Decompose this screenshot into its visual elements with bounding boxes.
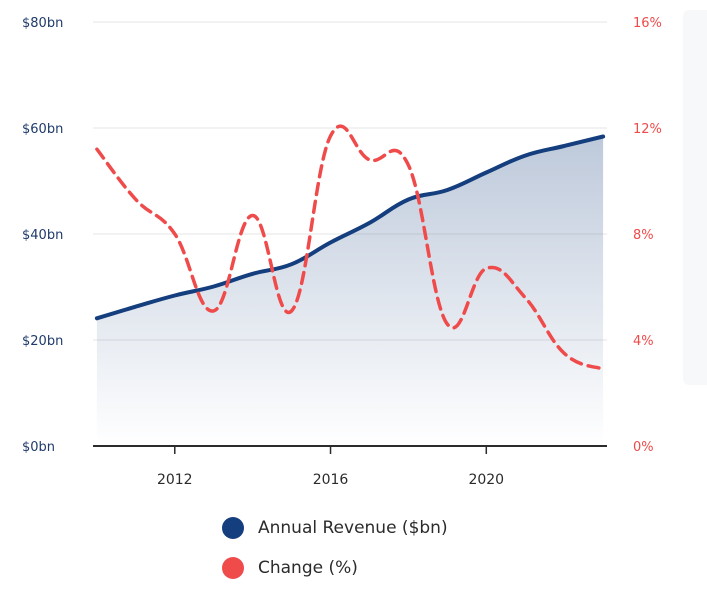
revenue-area-fill: [96, 136, 604, 446]
x-tick-label: 2020: [468, 472, 504, 488]
revenue-point: [445, 188, 449, 192]
y-left-tick-label: $40bn: [22, 228, 63, 243]
revenue-point: [484, 171, 488, 175]
legend-item-revenue[interactable]: Annual Revenue ($bn): [222, 508, 448, 548]
legend-marker-change: [222, 557, 244, 579]
y-left-tick-label: $60bn: [22, 122, 63, 137]
change-point: [523, 296, 527, 300]
revenue-point: [251, 272, 255, 276]
change-point: [406, 163, 410, 167]
revenue-point: [290, 262, 294, 266]
legend: Annual Revenue ($bn) Change (%): [222, 508, 448, 588]
side-panel: [683, 10, 707, 385]
y-right-tick-label: 4%: [633, 334, 654, 349]
change-point: [134, 198, 138, 202]
series-lines: [94, 124, 606, 371]
change-point: [173, 232, 177, 236]
revenue-point: [406, 198, 410, 202]
legend-item-change[interactable]: Change (%): [222, 548, 448, 588]
series-line-change: [95, 124, 605, 371]
change-point: [290, 309, 294, 313]
change-point: [367, 158, 371, 162]
revenue-point: [95, 316, 99, 320]
revenue-point: [134, 305, 138, 309]
revenue-point: [601, 134, 605, 138]
revenue-point: [367, 221, 371, 225]
x-tick-label: 2012: [157, 472, 193, 488]
y-right-tick-label: 0%: [633, 440, 654, 455]
legend-label-revenue: Annual Revenue ($bn): [258, 518, 448, 538]
revenue-point: [173, 293, 177, 297]
y-left-tick-label: $80bn: [22, 16, 63, 31]
revenue-area: [96, 136, 604, 446]
change-point: [212, 309, 216, 313]
revenue-point: [329, 240, 333, 244]
x-tick-label: 2016: [313, 472, 349, 488]
change-point: [601, 367, 605, 371]
legend-marker-revenue: [222, 517, 244, 539]
change-point: [445, 322, 449, 326]
change-point: [329, 134, 333, 138]
revenue-point: [562, 144, 566, 148]
y-right-tick-label: 16%: [633, 16, 662, 31]
line-chart: $0bn $20bn $40bn $60bn $80bn 0% 4% 8% 12% 16% 2012…: [22, 16, 662, 488]
y-left-tick-label: $20bn: [22, 334, 63, 349]
change-point: [484, 266, 488, 270]
series-line-revenue: [94, 134, 606, 321]
revenue-point: [212, 284, 216, 288]
change-point: [251, 213, 255, 217]
y-right-tick-label: 12%: [633, 122, 662, 137]
change-point: [95, 147, 99, 151]
y-left-tick-label: $0bn: [22, 440, 55, 455]
change-point: [562, 351, 566, 355]
revenue-point: [523, 154, 527, 158]
legend-label-change: Change (%): [258, 558, 358, 578]
y-right-tick-label: 8%: [633, 228, 654, 243]
axes: $0bn $20bn $40bn $60bn $80bn 0% 4% 8% 12% 16% 2012…: [22, 16, 662, 488]
